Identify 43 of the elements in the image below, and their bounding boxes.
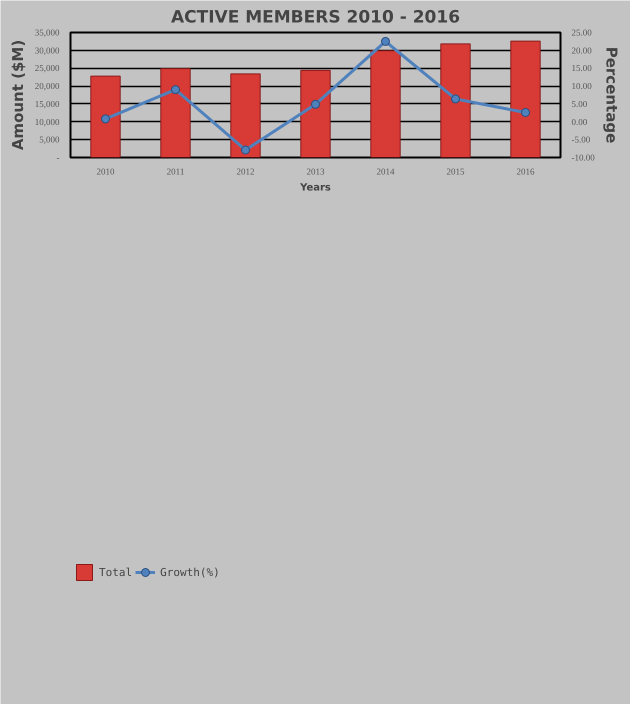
chart-title: ACTIVE MEMBERS 2010 - 2016 bbox=[170, 8, 460, 28]
x-tick-label: 2014 bbox=[376, 166, 395, 176]
x-tick-label: 2012 bbox=[236, 166, 254, 176]
bar bbox=[440, 43, 471, 158]
y2-tick-label: 5.00 bbox=[572, 98, 588, 109]
point bbox=[521, 108, 530, 117]
point bbox=[451, 94, 460, 104]
bar bbox=[90, 76, 121, 158]
x-tick-label: 2010 bbox=[96, 166, 115, 176]
y2-tick-label: 25.00 bbox=[572, 28, 592, 38]
point bbox=[311, 100, 320, 109]
x-axis-title: Years bbox=[299, 182, 331, 194]
y2-tick-label: 10.00 bbox=[572, 81, 592, 92]
bar bbox=[300, 70, 331, 158]
y-tick-label: 15,000 bbox=[34, 98, 60, 109]
x-tick-label: 2016 bbox=[516, 166, 535, 176]
legend-label: Growth(%) bbox=[160, 566, 220, 578]
point bbox=[381, 36, 390, 46]
point bbox=[171, 85, 180, 94]
bar bbox=[230, 73, 261, 158]
y-tick-label: 5,000 bbox=[39, 134, 60, 145]
y-tick-label: 25,000 bbox=[34, 63, 60, 74]
y2-tick-label: 20.00 bbox=[572, 45, 592, 56]
y2-tick-label: 0.00 bbox=[572, 116, 588, 127]
y2-tick-label: 15.00 bbox=[572, 63, 592, 74]
point bbox=[241, 146, 250, 154]
bar bbox=[510, 40, 541, 158]
point bbox=[101, 114, 110, 124]
y-tick-label: 35,000 bbox=[34, 28, 60, 38]
y2-tick-label: -10.00 bbox=[572, 152, 596, 162]
y-tick-label: 20,000 bbox=[34, 81, 60, 92]
bar bbox=[160, 68, 191, 158]
x-tick-label: 2013 bbox=[306, 166, 325, 176]
y-tick-label: - bbox=[56, 152, 60, 162]
y-tick-label: 10,000 bbox=[34, 116, 60, 127]
x-tick-label: 2011 bbox=[166, 166, 184, 176]
y2-tick-label: -5.00 bbox=[572, 134, 591, 145]
bar bbox=[370, 50, 401, 158]
y2-axis-title: Percentage bbox=[602, 46, 621, 144]
x-tick-label: 2015 bbox=[446, 166, 465, 176]
y-tick-label: 30,000 bbox=[34, 45, 60, 56]
legend-label: Total bbox=[99, 566, 132, 578]
y-axis-title: Amount ($M) bbox=[8, 40, 27, 150]
